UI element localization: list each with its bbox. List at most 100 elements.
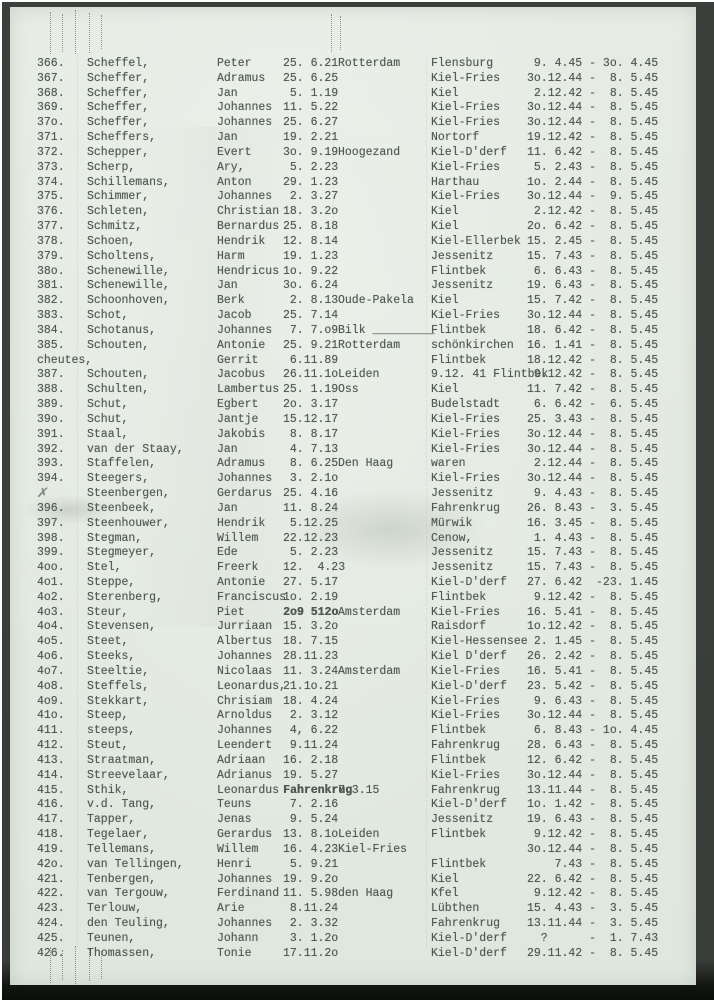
firstname-cell: Gerdarus (217, 487, 273, 501)
surname-cell: Tenbergen, (87, 872, 157, 886)
table-row: 4o1. Steppe, Antonie 27. 5.17 Kiel-D'der… (10, 576, 696, 591)
birthdate-cell: 19. 1.23 (283, 249, 339, 263)
camp-location-cell: schönkirchen (431, 338, 514, 352)
row-number-cell: 419. (37, 842, 65, 856)
birthdate-cell: 11. 8.24 (283, 501, 339, 515)
birthdate-cell: 3. 2.1o (283, 472, 339, 486)
table-row: 4o6. Steeks, Johannes 28.11.23 Kiel D'de… (10, 650, 696, 665)
row-number-cell: 377. (37, 220, 65, 234)
firstname-cell: Christian (217, 205, 280, 219)
birthdate-cell: 2o. 3.17 (283, 398, 339, 412)
birthdate-cell: 5. 1.19 (283, 86, 339, 100)
camp-location-cell: Flintbek (431, 353, 487, 367)
table-row: 42o. van Tellingen, Henri 5. 9.21 Flintb… (10, 858, 696, 873)
row-number-cell: 387. (37, 368, 65, 382)
firstname-cell: Jantje (217, 412, 259, 426)
surname-cell: Schenewille, (87, 264, 170, 278)
surname-cell: Stel, (87, 561, 122, 575)
row-number-cell: 412. (37, 739, 65, 753)
birthdate-cell: 5. 2.23 (283, 546, 339, 560)
birthdate-cell: 4, 6.22 (283, 724, 339, 738)
row-number-cell: 381. (37, 279, 65, 293)
camp-location-cell: Kiel-Fries (431, 472, 501, 486)
table-row: 368. Scheffer, Jan 5. 1.19 Kiel 2.12.42 … (10, 87, 696, 102)
firstname-cell: Franciscus (217, 590, 287, 604)
date-range-cell: 18. 6.42 - 8. 5.45 (527, 323, 659, 337)
surname-cell: steeps, (87, 724, 136, 738)
birthdate-cell: 29. 1.23 (283, 175, 339, 189)
birthdate-cell: 17.11.2o (283, 946, 339, 960)
camp-location-cell: Kiel-D'derf (431, 931, 507, 945)
date-range-cell: 16. 5.41 - 8. 5.45 (527, 664, 659, 678)
birthdate-cell: 25. 6.27 (283, 116, 339, 130)
birthplace-cell (338, 561, 431, 576)
date-range-cell: 3o.12.44 - 8. 5.45 (527, 309, 659, 323)
table-row: 385. Schouten, Antonie 25. 9.21 Rotterda… (10, 339, 696, 354)
date-range-cell: 18.12.42 - 8. 5.45 (527, 353, 659, 367)
firstname-cell: Bernardus (217, 220, 280, 234)
date-range-cell: 3o.12.44 - 9. 5.45 (527, 190, 659, 204)
row-number-cell: 379. (37, 249, 65, 263)
row-number-cell: 398. (37, 531, 65, 545)
birthplace-cell (338, 101, 431, 116)
row-number-cell: 426. (37, 946, 65, 960)
firstname-cell: Jurriaan (217, 620, 273, 634)
surname-cell: Steenbergen, (87, 487, 170, 501)
ledger-ruling-mark (75, 10, 76, 54)
table-row: 423. Terlouw, Arie 8.11.24 Lübthen 15. 4… (10, 902, 696, 917)
birthplace-cell (338, 502, 431, 517)
date-range-cell: 23. 5.42 - 8. 5.45 (527, 679, 659, 693)
date-range-cell: 19. 6.43 - 8. 5.45 (527, 279, 659, 293)
surname-cell: Tapper, (87, 813, 136, 827)
table-row: 424. den Teuling, Johannes 2. 3.32 Fahre… (10, 917, 696, 932)
camp-location-cell: Jessenitz (431, 279, 494, 293)
table-row: 393. Staffelen, Adramus 8. 6.25 Den Haag… (10, 457, 696, 472)
camp-location-cell: Harthau (431, 175, 480, 189)
row-number-cell: 422. (37, 887, 65, 901)
table-row: 41o. Steep, Arnoldus 2. 3.12 Kiel-Fries … (10, 709, 696, 724)
firstname-cell: Arie (217, 902, 245, 916)
birthdate-cell: 15.12.17 (283, 412, 339, 426)
firstname-cell: Jan (217, 442, 238, 456)
date-range-cell: 3o.12.44 - 8. 5.45 (527, 116, 659, 130)
birthplace-cell: Leiden (338, 368, 380, 382)
row-number-cell: 417. (37, 813, 65, 827)
camp-location-cell: Kiel-Fries (431, 664, 501, 678)
birthdate-cell: 9. 5.24 (283, 813, 339, 827)
row-number-cell: 424. (37, 917, 65, 931)
birthplace-cell (338, 279, 431, 294)
date-range-cell: 13.11.44 - 3. 5.45 (527, 917, 659, 931)
surname-cell: Scheffer, (87, 116, 150, 130)
birthdate-cell: 18. 7.15 (283, 635, 339, 649)
birthdate-cell: 3o. 9.19 (283, 145, 339, 159)
camp-location-cell: 9.12. 41 Flintbek (431, 368, 549, 382)
date-range-cell: 9.12.42 - 8. 5.45 (527, 590, 659, 604)
surname-cell: Staffelen, (87, 457, 157, 471)
birthplace-cell (338, 309, 431, 324)
table-row: 392. van der Staay, Jan 4. 7.13 Kiel-Fri… (10, 443, 696, 458)
camp-location-cell: Kiel-Fries (431, 694, 501, 708)
date-range-cell: 9. 6.43 - 8. 5.45 (527, 694, 659, 708)
birthplace-cell (338, 724, 431, 739)
table-row: 413. Straatman, Adriaan 16. 2.18 Flintbe… (10, 754, 696, 769)
date-range-cell: 1. 4.43 - 8. 5.45 (527, 531, 659, 545)
table-row: 4o7. Steeltie, Nicolaas 11. 3.24 Amsterd… (10, 665, 696, 680)
surname-cell: Steeks, (87, 650, 136, 664)
table-row: 367. Scheffer, Adramus 25. 6.25 Kiel-Fri… (10, 72, 696, 87)
birthdate-cell: 8. 8.17 (283, 427, 339, 441)
date-range-cell: 19. 6.43 - 8. 5.45 (527, 813, 659, 827)
surname-cell: Schulten, (87, 383, 150, 397)
date-range-cell: 3o.12.44 - 8. 5.45 (527, 472, 659, 486)
birthdate-cell: 16. 2.18 (283, 753, 339, 767)
birthplace-cell (338, 220, 431, 235)
surname-cell: Scheffer, (87, 86, 150, 100)
row-number-cell: 4o7. (37, 664, 65, 678)
camp-location-cell: Kfel (431, 887, 459, 901)
camp-location-cell: Flintbek (431, 323, 487, 337)
surname-cell: Straatman, (87, 753, 157, 767)
birthplace-cell (338, 235, 431, 250)
table-row: 4o2. Sterenberg, Franciscus 1o. 2.19 Fli… (10, 591, 696, 606)
camp-location-cell (431, 843, 519, 858)
date-range-cell: 11. 6.42 - 8. 5.45 (527, 145, 659, 159)
